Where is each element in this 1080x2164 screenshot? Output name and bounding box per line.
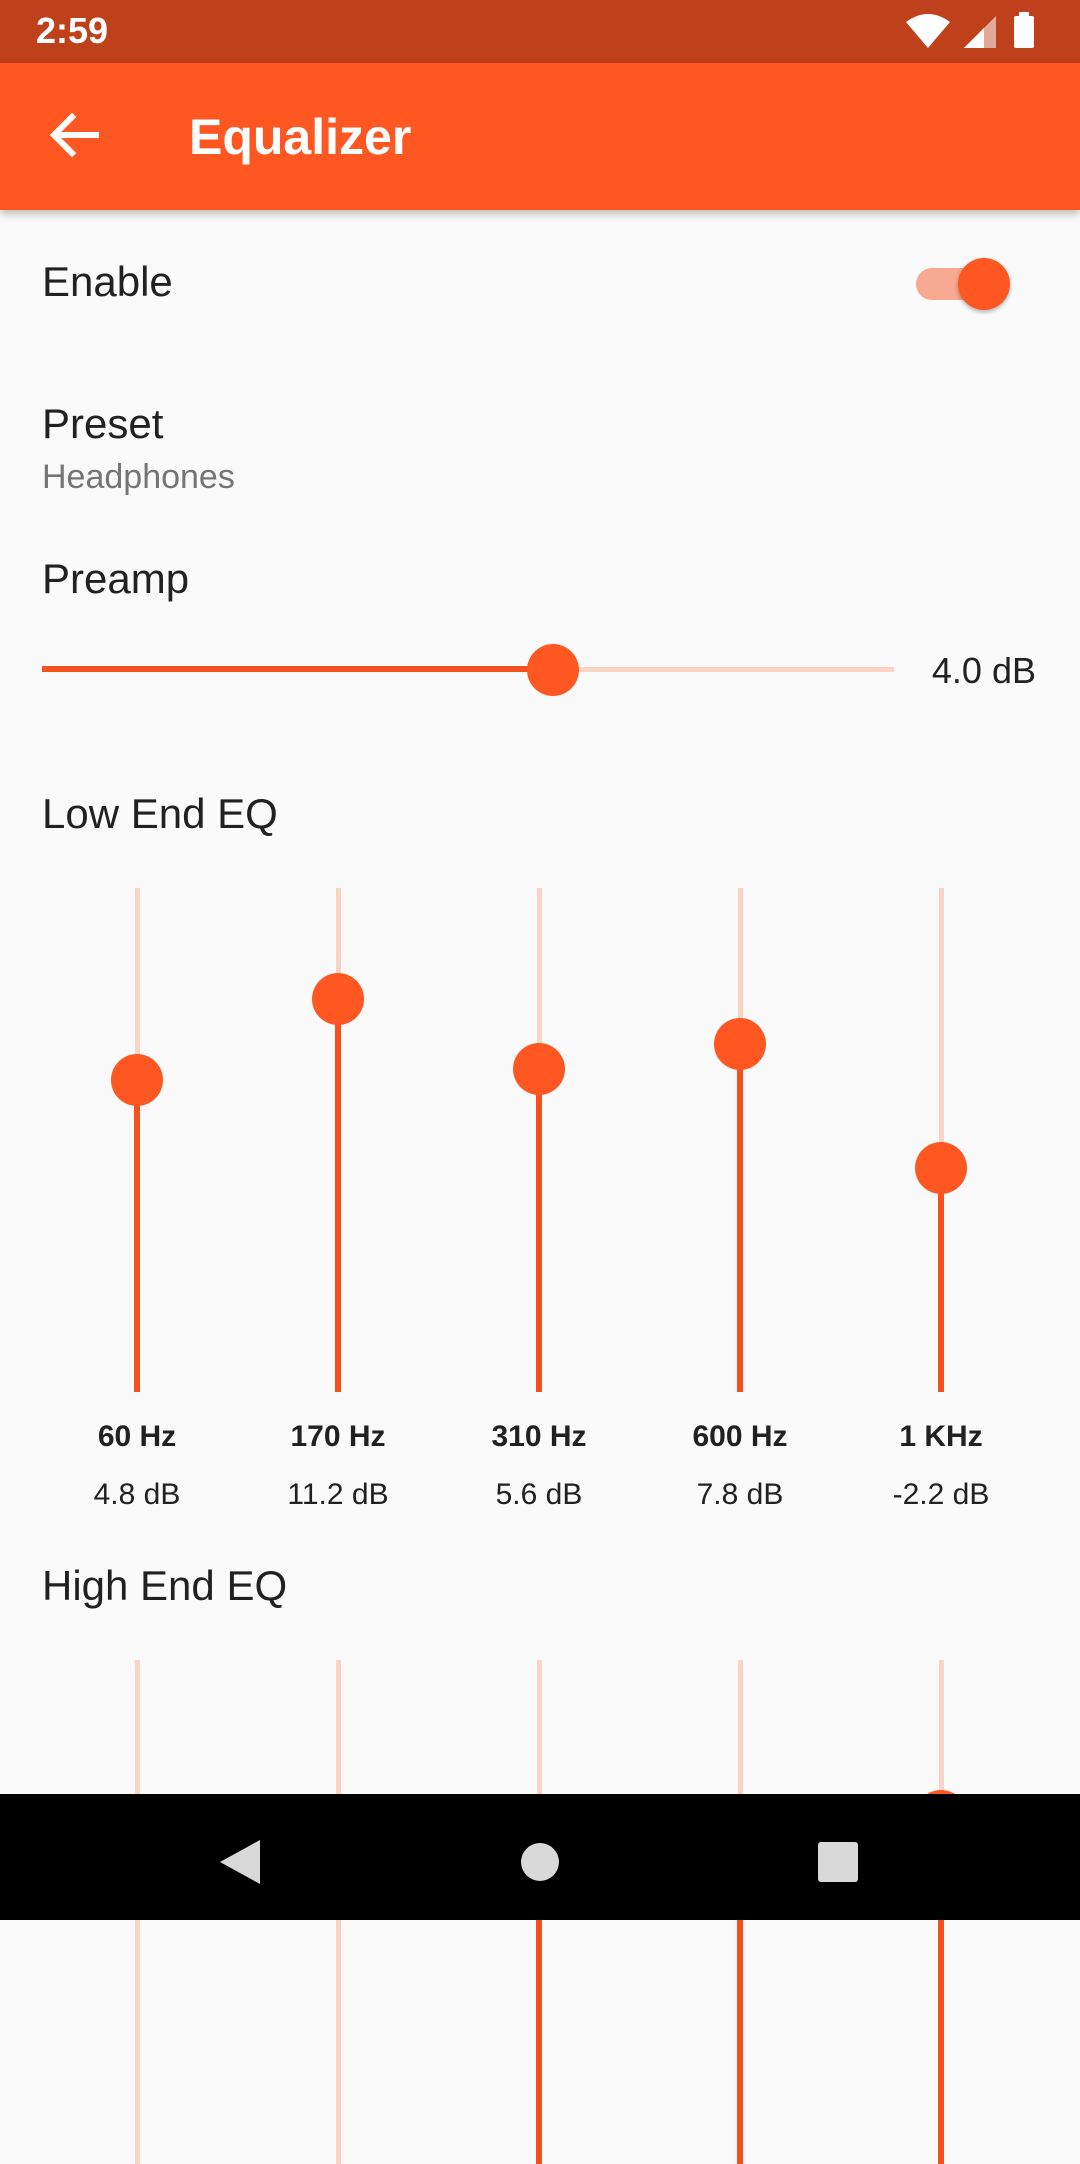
navigation-bar	[0, 1794, 1080, 1920]
home-circle-icon	[521, 1843, 559, 1881]
preamp-label: Preamp	[42, 555, 190, 602]
slider-fill	[536, 1069, 542, 1392]
toggle-thumb	[958, 258, 1010, 310]
preamp-value: 4.0 dB	[931, 650, 1036, 691]
band-db-value: 11.2 dB	[287, 1478, 389, 1511]
band-slider-310hz[interactable]	[509, 888, 569, 1392]
band-db-value: 7.8 dB	[696, 1478, 784, 1511]
band-slider-170hz[interactable]	[308, 888, 368, 1392]
slider-track	[939, 888, 944, 1392]
slider-thumb[interactable]	[312, 972, 364, 1025]
preset-value: Headphones	[42, 458, 235, 496]
battery-icon	[1014, 16, 1034, 48]
nav-recents-button[interactable]	[808, 1832, 868, 1892]
status-time: 2:59	[36, 10, 109, 51]
arrow-back-icon	[49, 112, 99, 158]
status-icons	[906, 12, 1034, 48]
slider-thumb[interactable]	[111, 1053, 163, 1106]
app-bar: Equalizer	[0, 63, 1080, 210]
preamp-slider[interactable]	[42, 640, 894, 700]
preset-label: Preset	[42, 400, 164, 447]
band-freq-label: 600 Hz	[692, 1420, 788, 1453]
back-triangle-icon	[220, 1840, 260, 1884]
slider-fill	[938, 1167, 944, 1392]
band-freq-label: 60 Hz	[97, 1420, 177, 1453]
slider-thumb[interactable]	[527, 644, 580, 696]
slider-thumb[interactable]	[915, 1141, 967, 1194]
recents-square-icon	[818, 1842, 858, 1882]
band-freq-label: 1 KHz	[899, 1420, 983, 1453]
enable-toggle[interactable]	[916, 258, 1012, 310]
status-bar: 2:59	[0, 0, 1080, 63]
page-title: Equalizer	[189, 109, 412, 165]
band-slider-60hz[interactable]	[107, 888, 167, 1392]
slider-fill	[737, 1044, 743, 1392]
slider-fill	[42, 666, 554, 672]
enable-label: Enable	[42, 258, 173, 305]
band-db-value: 5.6 dB	[495, 1478, 583, 1511]
slider-thumb[interactable]	[513, 1043, 565, 1096]
high-end-eq-title: High End EQ	[42, 1562, 288, 1609]
band-freq-label: 170 Hz	[290, 1420, 386, 1453]
preset-row[interactable]: Preset Headphones	[0, 390, 1080, 510]
slider-thumb[interactable]	[714, 1018, 766, 1071]
band-slider-1khz[interactable]	[911, 888, 971, 1392]
slider-fill	[536, 1881, 542, 2164]
band-db-value: -2.2 dB	[892, 1478, 990, 1511]
slider-fill	[335, 998, 341, 1392]
wifi-icon	[906, 14, 950, 48]
low-end-eq-title: Low End EQ	[42, 790, 278, 837]
nav-home-button[interactable]	[510, 1832, 570, 1892]
back-button[interactable]	[42, 103, 106, 167]
band-slider-600hz[interactable]	[710, 888, 770, 1392]
band-db-value: 4.8 dB	[93, 1478, 181, 1511]
nav-back-button[interactable]	[210, 1832, 270, 1892]
band-freq-label: 310 Hz	[491, 1420, 587, 1453]
slider-fill	[134, 1079, 140, 1392]
